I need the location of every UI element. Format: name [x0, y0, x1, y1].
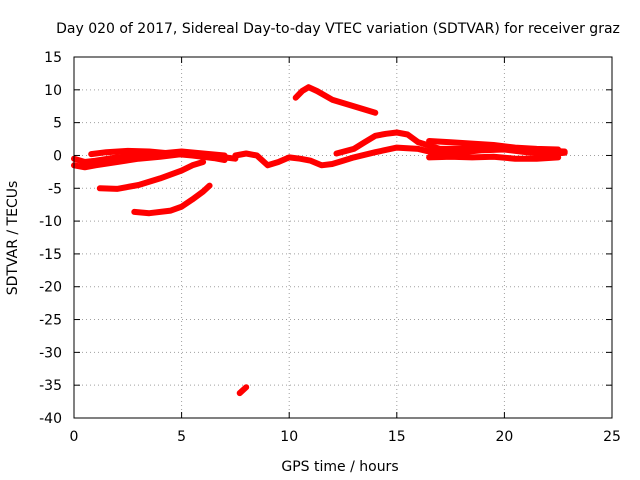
- plot-frame: [73, 56, 613, 419]
- series-trace-d: [96, 159, 207, 192]
- y-tick-label: -5: [48, 181, 62, 197]
- y-tick-label: -10: [39, 214, 62, 230]
- y-tick-label: -40: [39, 411, 62, 427]
- series-trace-c: [88, 147, 228, 163]
- y-axis-label: SDTVAR / TECUs: [5, 181, 21, 296]
- y-tick-label: -15: [39, 247, 62, 263]
- y-tick-labels: 15 10 5 0 -5 -10 -15 -20 -25 -30 -35 -40: [39, 50, 62, 427]
- x-tick-labels: 0 5 10 15 20 25: [70, 429, 621, 445]
- y-tick-label: -35: [39, 378, 62, 394]
- x-tick-label: 25: [603, 429, 621, 445]
- x-axis-label: GPS time / hours: [281, 459, 398, 475]
- y-tick-label: -20: [39, 280, 62, 296]
- x-tick-label: 5: [177, 429, 186, 445]
- y-tick-label: -30: [39, 345, 62, 361]
- y-tick-label: -25: [39, 313, 62, 329]
- chart-title: Day 020 of 2017, Sidereal Day-to-day VTE…: [56, 21, 620, 37]
- y-tick-label: 15: [44, 50, 62, 66]
- y-tick-label: 10: [44, 83, 62, 99]
- series-trace-f: [236, 384, 250, 397]
- y-tick-label: 5: [53, 116, 62, 132]
- x-tick-label: 20: [495, 429, 513, 445]
- x-tick-label: 0: [70, 429, 79, 445]
- series-trace-b: [71, 148, 228, 165]
- data-series: [71, 84, 568, 397]
- y-tick-label: 0: [53, 148, 62, 164]
- series-trace-j: [426, 138, 562, 153]
- x-tick-label: 10: [280, 429, 298, 445]
- axis-ticks: [73, 56, 613, 419]
- series-trace-k: [292, 84, 379, 116]
- grid: [74, 57, 612, 418]
- series-trace-i: [426, 153, 562, 162]
- series-trace-e: [131, 182, 213, 217]
- x-tick-label: 15: [388, 429, 406, 445]
